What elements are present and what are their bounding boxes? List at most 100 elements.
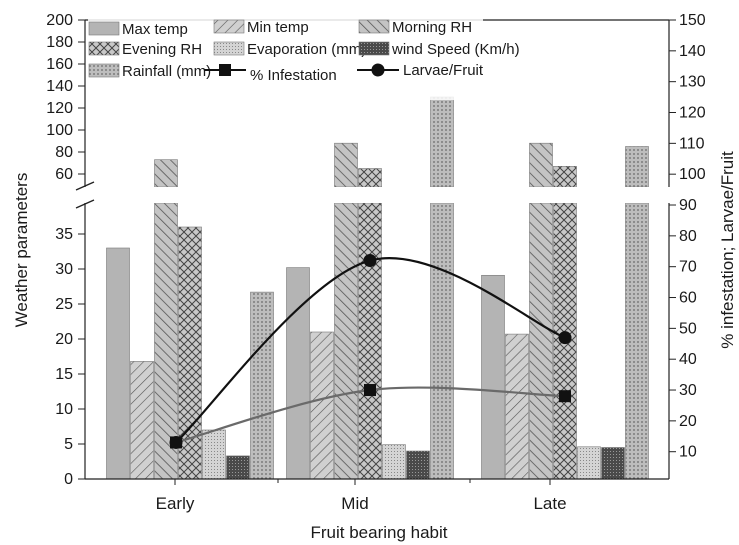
x-axis-title: Fruit bearing habit [310, 523, 447, 542]
legend-label: Evaporation (mm) [247, 41, 366, 58]
y-tick-label-left: 200 [46, 12, 73, 29]
x-tick-label: Late [533, 494, 566, 513]
bar-segment [106, 247, 130, 480]
bar-segment-upper [430, 96, 454, 188]
x-tick-label: Early [156, 494, 195, 513]
legend-marker [219, 64, 231, 76]
bar-max-temp-late [481, 274, 505, 480]
bar-segment-lower [625, 202, 649, 480]
axes-layer: 0 5 10 15 20 25 30 35 60 80 100 120 140 160 180 200 10 20… [46, 12, 706, 513]
legend-label: Min temp [247, 19, 309, 36]
legend-item-morning-rh: Morning RH [358, 19, 472, 36]
legend-marker [371, 63, 385, 77]
point-larvae-fruit-early [169, 435, 183, 449]
legend-background [88, 18, 483, 100]
bar-segment [382, 444, 406, 480]
bar-morning-rh-early [154, 159, 178, 480]
bar-segment-lower [358, 202, 382, 480]
bar-max-temp-early [106, 247, 130, 480]
y-tick-label-left: 0 [64, 471, 73, 488]
bar-segment-upper [358, 168, 382, 188]
y-tick-label-right: 40 [679, 351, 697, 368]
y-tick-label-left: 180 [46, 34, 73, 51]
legend-item-wind-speed-km-h: wind Speed (Km/h) [358, 41, 520, 58]
legend-swatch [358, 41, 390, 56]
legend-swatch [213, 19, 245, 34]
axis-break-gap [86, 187, 668, 203]
bar-segment-lower [529, 202, 553, 480]
y-tick-label-right: 120 [679, 105, 706, 122]
bar-wind-speed-km-h--early [226, 455, 250, 480]
legend-item-rainfall-mm: Rainfall (mm) [88, 63, 211, 80]
y-tick-label-right: 70 [679, 259, 697, 276]
y-tick-label-left: 120 [46, 100, 73, 117]
bar-segment [310, 331, 334, 480]
y-tick-label-left: 140 [46, 78, 73, 95]
y-tick-label-left: 25 [55, 296, 73, 313]
bar-segment [601, 447, 625, 480]
y-tick-label-right: 10 [679, 444, 697, 461]
bar-segment [130, 361, 154, 480]
legend-swatch [88, 63, 120, 78]
bar-segment-upper [154, 159, 178, 188]
point-larvae-fruit-mid [363, 254, 377, 268]
legend-label: Max temp [122, 21, 188, 38]
y-tick-label-right: 90 [679, 197, 697, 214]
y-tick-label-right: 110 [679, 135, 705, 152]
y-tick-label-left: 10 [55, 401, 73, 418]
legend-swatch [213, 41, 245, 56]
y-axis-title-right: % infestation; Larvae/Fruit [718, 151, 737, 349]
bar-evaporation-mm--mid [382, 444, 406, 480]
y-tick-label-right: 100 [679, 166, 706, 183]
legend-swatch [358, 19, 390, 34]
axis-break-mark-bottom [75, 199, 95, 209]
y-tick-label-right: 140 [679, 43, 706, 60]
bar-segment [286, 267, 310, 480]
y-tick-label-left: 5 [64, 436, 73, 453]
lines-layer [169, 254, 572, 449]
legend-label: Rainfall (mm) [122, 63, 211, 80]
y-tick-label-right: 20 [679, 413, 697, 430]
point-infestation-late [559, 390, 571, 403]
x-tick-label: Mid [341, 494, 368, 513]
bar-segment [577, 446, 601, 480]
bar-evaporation-mm--late [577, 446, 601, 480]
bar-segment-lower [334, 202, 358, 480]
y-tick-label-right: 80 [679, 228, 697, 245]
legend-item-infestation: % Infestation [204, 64, 337, 84]
y-tick-label-left: 20 [55, 331, 73, 348]
legend-item-evening-rh: Evening RH [88, 41, 202, 58]
bar-segment [250, 291, 274, 480]
bar-min-temp-early [130, 361, 154, 480]
y-tick-label-right: 60 [679, 290, 697, 307]
legend-item-min-temp: Min temp [213, 19, 309, 36]
legend: Max temp Min temp Morning RH Evening RH Evap… [88, 18, 520, 100]
y-tick-label-left: 100 [46, 122, 73, 139]
bar-segment-upper [334, 142, 358, 188]
legend-swatch [88, 21, 120, 36]
y-tick-label-left: 15 [55, 366, 73, 383]
bar-segment-upper [529, 142, 553, 188]
bar-wind-speed-km-h--late [601, 447, 625, 480]
bar-wind-speed-km-h--mid [406, 450, 430, 480]
bar-segment [505, 333, 529, 480]
legend-label: % Infestation [250, 67, 337, 84]
y-tick-label-left: 160 [46, 56, 73, 73]
y-tick-label-right: 30 [679, 382, 697, 399]
bar-segment-upper [553, 166, 577, 188]
point-infestation-mid [364, 384, 376, 397]
legend-label: Evening RH [122, 41, 202, 58]
bar-morning-rh-late [529, 142, 553, 480]
legend-label: Larvae/Fruit [403, 62, 484, 79]
bar-segment-lower [430, 202, 454, 480]
bar-min-temp-mid [310, 331, 334, 480]
y-tick-label-left: 35 [55, 226, 73, 243]
legend-label: Morning RH [392, 19, 472, 36]
bar-segment [226, 455, 250, 480]
y-tick-label-right: 50 [679, 320, 697, 337]
bar-segment [481, 274, 505, 480]
bar-rainfall-mm--late [625, 146, 649, 480]
bar-evening-rh-late [553, 166, 577, 480]
bar-segment-upper [625, 146, 649, 188]
